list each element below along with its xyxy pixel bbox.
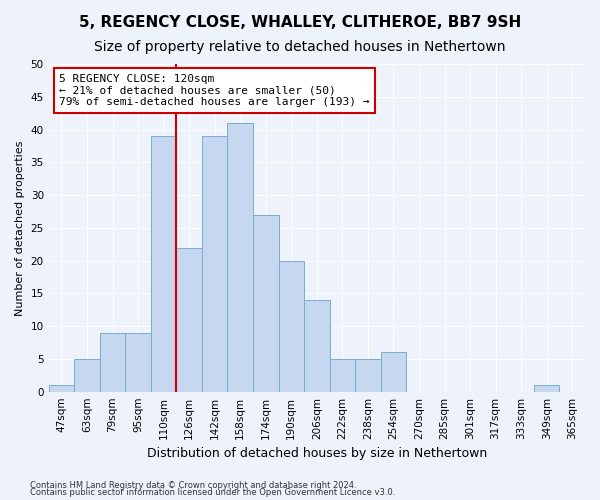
Bar: [151, 136, 176, 392]
Bar: [125, 332, 151, 392]
Bar: [227, 123, 253, 392]
Bar: [253, 214, 278, 392]
Bar: [176, 248, 202, 392]
Bar: [329, 359, 355, 392]
Text: Contains public sector information licensed under the Open Government Licence v3: Contains public sector information licen…: [30, 488, 395, 497]
Bar: [380, 352, 406, 392]
Bar: [304, 300, 329, 392]
Bar: [355, 359, 380, 392]
Text: 5, REGENCY CLOSE, WHALLEY, CLITHEROE, BB7 9SH: 5, REGENCY CLOSE, WHALLEY, CLITHEROE, BB…: [79, 15, 521, 30]
Bar: [202, 136, 227, 392]
Bar: [100, 332, 125, 392]
Text: 5 REGENCY CLOSE: 120sqm
← 21% of detached houses are smaller (50)
79% of semi-de: 5 REGENCY CLOSE: 120sqm ← 21% of detache…: [59, 74, 370, 107]
X-axis label: Distribution of detached houses by size in Nethertown: Distribution of detached houses by size …: [147, 447, 487, 460]
Y-axis label: Number of detached properties: Number of detached properties: [15, 140, 25, 316]
Bar: [278, 260, 304, 392]
Text: Contains HM Land Registry data © Crown copyright and database right 2024.: Contains HM Land Registry data © Crown c…: [30, 480, 356, 490]
Bar: [49, 385, 74, 392]
Bar: [74, 359, 100, 392]
Text: Size of property relative to detached houses in Nethertown: Size of property relative to detached ho…: [94, 40, 506, 54]
Bar: [534, 385, 559, 392]
